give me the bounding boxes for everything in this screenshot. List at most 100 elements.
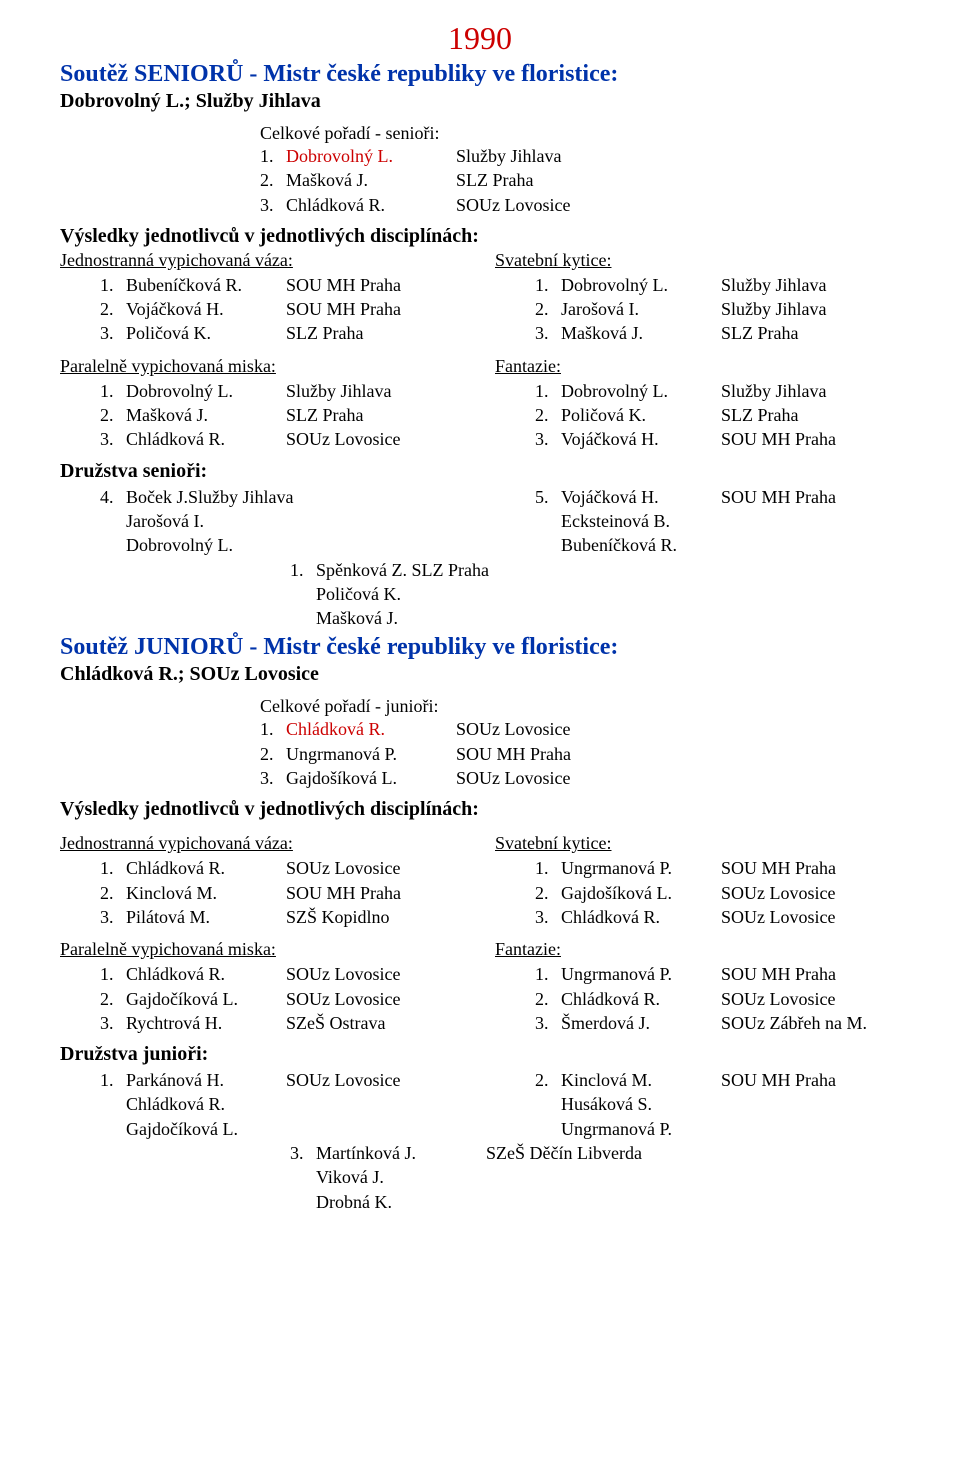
rank: 2. xyxy=(100,297,126,321)
rank: 2. xyxy=(100,881,126,905)
list-item: 2.Poličová K.SLZ Praha xyxy=(535,403,900,427)
list-item: 3.Mašková J.SLZ Praha xyxy=(535,321,900,345)
rank: 3. xyxy=(535,905,561,929)
list-item: 1.Ungrmanová P.SOU MH Praha xyxy=(535,856,900,880)
rank: 1. xyxy=(290,558,316,582)
list-item: 3. Chládková R. SOUz Lovosice xyxy=(260,193,900,217)
section-label: Jednostranná vypichovaná váza: xyxy=(60,833,465,854)
org: SOUz Lovosice xyxy=(286,856,465,880)
org: SLZ Praha xyxy=(286,321,465,345)
rank: 2. xyxy=(100,987,126,1011)
juniors-teams-heading: Družstva junioři: xyxy=(60,1043,900,1066)
team-member: Jarošová I. xyxy=(100,509,465,533)
name: Kinclová M. xyxy=(126,881,286,905)
rank: 2. xyxy=(260,168,286,192)
name: Dobrovolný L. xyxy=(126,379,286,403)
org: SOU MH Praha xyxy=(286,273,465,297)
list-item: 1. Chládková R. SOUz Lovosice xyxy=(260,717,900,741)
team-member: Ungrmanová P. xyxy=(535,1117,900,1141)
rank: 1. xyxy=(535,379,561,403)
rank: 1. xyxy=(260,144,286,168)
team-member: Gajdočíková L. xyxy=(100,1117,465,1141)
section-label: Fantazie: xyxy=(495,939,900,960)
rank: 1. xyxy=(535,856,561,880)
list-item: 4. Boček J.Služby Jihlava xyxy=(100,485,465,509)
org: SOUz Lovosice xyxy=(721,905,900,929)
list-item: 3.Poličová K.SLZ Praha xyxy=(100,321,465,345)
list-item: 1.Dobrovolný L.Služby Jihlava xyxy=(100,379,465,403)
team-member: Bubeníčková R. xyxy=(535,533,900,557)
name: Poličová K. xyxy=(126,321,286,345)
org: SZeŠ Ostrava xyxy=(286,1011,465,1035)
rank: 1. xyxy=(535,962,561,986)
juniors-overall-label: Celkové pořadí - junioři: xyxy=(260,696,900,717)
rank: 3. xyxy=(100,321,126,345)
name: Chládková R. xyxy=(561,987,721,1011)
org: SOUz Lovosice xyxy=(456,766,900,790)
seniors-winner: Dobrovolný L.; Služby Jihlava xyxy=(60,90,900,113)
team-mid: 1. Spěnková Z. SLZ Praha Poličová K. Maš… xyxy=(290,558,900,631)
org: SOU MH Praha xyxy=(721,1068,900,1092)
name: Pilátová M. xyxy=(126,905,286,929)
rank: 1. xyxy=(535,273,561,297)
list-item: 3.Chládková R.SOUz Lovosice xyxy=(535,905,900,929)
org: SOUz Lovosice xyxy=(456,717,900,741)
list-item: 1.Ungrmanová P.SOU MH Praha xyxy=(535,962,900,986)
rank: 3. xyxy=(260,193,286,217)
org: SLZ Praha xyxy=(721,321,900,345)
org: SLZ Praha xyxy=(721,403,900,427)
list-item: 2.Mašková J.SLZ Praha xyxy=(100,403,465,427)
team-member: Poličová K. xyxy=(290,582,900,606)
team-left: 1. Parkánová H. SOUz Lovosice Chládková … xyxy=(60,1068,465,1141)
name: Vojáčková H. xyxy=(126,297,286,321)
list-item: 1. Dobrovolný L. Služby Jihlava xyxy=(260,144,900,168)
rank: 3. xyxy=(535,1011,561,1035)
name: Jarošová I. xyxy=(561,297,721,321)
name: Dobrovolný L. xyxy=(561,379,721,403)
org: SLZ Praha xyxy=(456,168,900,192)
page: 1990 Soutěž SENIORŮ - Mistr české republ… xyxy=(0,0,960,1457)
juniors-left-col: Jednostranná vypichovaná váza: 1.Chládko… xyxy=(60,833,465,1035)
list-item: 1. Spěnková Z. SLZ Praha xyxy=(290,558,900,582)
name: Dobrovolný L. xyxy=(286,144,456,168)
org: SOUz Lovosice xyxy=(721,987,900,1011)
list-item: 2. Kinclová M. SOU MH Praha xyxy=(535,1068,900,1092)
seniors-discipline-heading: Výsledky jednotlivců v jednotlivých disc… xyxy=(60,225,900,248)
list-item: 2.Kinclová M.SOU MH Praha xyxy=(100,881,465,905)
seniors-teams-heading: Družstva senioři: xyxy=(60,460,900,483)
name: Poličová K. xyxy=(561,403,721,427)
name: Ungrmanová P. xyxy=(286,742,456,766)
org: SLZ Praha xyxy=(286,403,465,427)
rank: 3. xyxy=(260,766,286,790)
org: SOUz Lovosice xyxy=(286,427,465,451)
org: SOUz Lovosice xyxy=(286,1068,465,1092)
section-label: Paralelně vypichovaná miska: xyxy=(60,356,465,377)
team-left: 4. Boček J.Služby Jihlava Jarošová I. Do… xyxy=(60,485,465,558)
list-item: 3.Chládková R.SOUz Lovosice xyxy=(100,427,465,451)
rank: 1. xyxy=(100,1068,126,1092)
name: Gajdočíková L. xyxy=(126,987,286,1011)
org: SOUz Lovosice xyxy=(286,962,465,986)
name: Rychtrová H. xyxy=(126,1011,286,1035)
name: Chládková R. xyxy=(126,427,286,451)
name: Chládková R. xyxy=(126,856,286,880)
rank: 3. xyxy=(100,427,126,451)
org: Služby Jihlava xyxy=(286,379,465,403)
rank: 4. xyxy=(100,485,126,509)
name: Šmerdová J. xyxy=(561,1011,721,1035)
name: Kinclová M. xyxy=(561,1068,721,1092)
team-mid-juniors: 3. Martínková J. SZeŠ Děčín Libverda Vik… xyxy=(290,1141,900,1214)
org: SOU MH Praha xyxy=(721,427,900,451)
section-label: Svatební kytice: xyxy=(495,250,900,271)
list-item: 3.Vojáčková H.SOU MH Praha xyxy=(535,427,900,451)
org: Služby Jihlava xyxy=(721,297,900,321)
rank: 2. xyxy=(535,881,561,905)
rank: 3. xyxy=(535,321,561,345)
org: Služby Jihlava xyxy=(721,273,900,297)
list-item: 2.Vojáčková H.SOU MH Praha xyxy=(100,297,465,321)
name: Gajdošíková L. xyxy=(286,766,456,790)
team-member: Dobrovolný L. xyxy=(100,533,465,557)
juniors-overall: Celkové pořadí - junioři: 1. Chládková R… xyxy=(260,696,900,790)
org: SOU MH Praha xyxy=(721,485,900,509)
rank: 5. xyxy=(535,485,561,509)
